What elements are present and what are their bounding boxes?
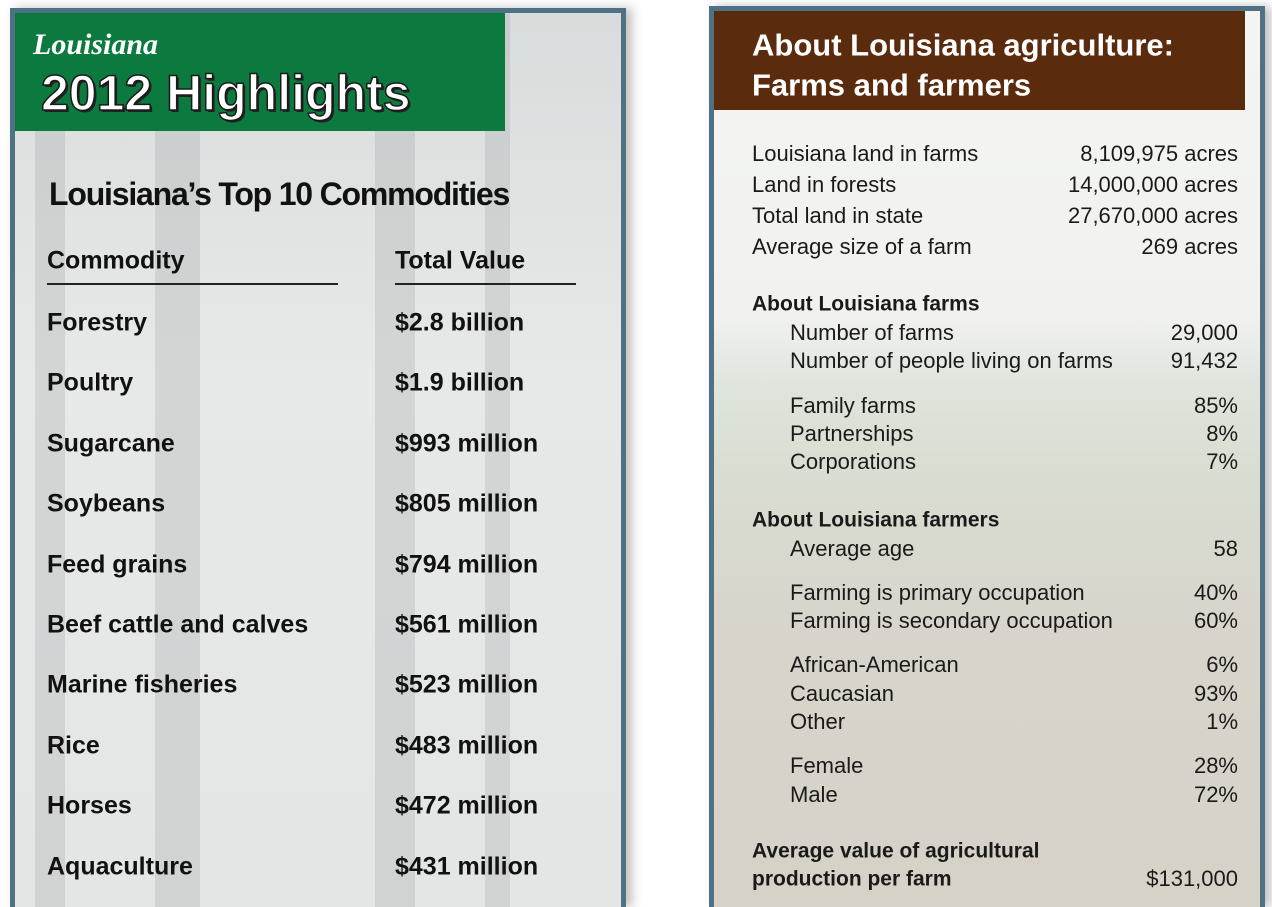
stat-label: Family farms [790,395,916,417]
stat-label: African-American [790,654,959,676]
commodity-value: $2.8 billion [395,311,524,336]
average-value: $131,000 [1146,868,1238,890]
header-script: Louisiana [33,28,158,62]
commodity-name: Rice [47,733,100,758]
stat-label: Louisiana land in farms [752,143,978,165]
background-tree [35,13,65,907]
stat-value: 72% [1194,784,1238,806]
stat-label: Total land in state [752,205,923,227]
column-header: Total Value [395,249,525,274]
stat-value: 28% [1194,755,1238,777]
commodity-value: $483 million [395,733,538,758]
stat-value: 40% [1194,582,1238,604]
stat-value: 8,109,975 acres [1080,143,1238,165]
commodity-name: Horses [47,794,132,819]
column-rule [47,283,338,285]
average-label: Average value of agricultural [752,841,1040,862]
table-title: Louisiana’s Top 10 Commodities [49,178,509,210]
stat-value: 14,000,000 acres [1068,174,1238,196]
stat-label: Number of farms [790,322,954,344]
stat-value: 29,000 [1171,322,1238,344]
stat-value: 93% [1194,683,1238,705]
stat-value: 58 [1214,538,1238,560]
stat-label: Caucasian [790,683,894,705]
stat-label: Female [790,755,863,777]
farms-panel: About Louisiana agriculture: Farms and fa… [709,6,1265,907]
stat-label: Average size of a farm [752,236,972,258]
column-rule [395,283,576,285]
section-heading: About Louisiana farms [752,294,980,315]
commodity-value: $1.9 billion [395,371,524,396]
background-tree [155,13,200,907]
commodity-value: $794 million [395,552,538,577]
background-tree [485,13,510,907]
stat-value: 6% [1206,654,1238,676]
commodity-value: $472 million [395,794,538,819]
stat-value: 1% [1206,711,1238,733]
stat-value: 60% [1194,610,1238,632]
column-header: Commodity [47,249,185,274]
commodity-name: Beef cattle and calves [47,613,308,638]
header-title: 2012 Highlights [41,68,411,118]
panel-title: About Louisiana agriculture: [752,30,1174,61]
background-tree [375,13,415,907]
stat-value: 7% [1206,451,1238,473]
commodity-name: Feed grains [47,552,187,577]
commodity-name: Soybeans [47,492,165,517]
stat-label: Other [790,711,845,733]
commodity-value: $431 million [395,854,538,879]
stat-label: Corporations [790,451,916,473]
stat-label: Farming is secondary occupation [790,610,1113,632]
stat-value: 85% [1194,395,1238,417]
panel-title: Farms and farmers [752,70,1031,101]
stat-label: Male [790,784,838,806]
commodity-value: $523 million [395,673,538,698]
commodity-name: Poultry [47,371,133,396]
commodity-name: Marine fisheries [47,673,237,698]
stat-label: Number of people living on farms [790,350,1113,372]
commodity-name: Forestry [47,311,147,336]
stat-value: 8% [1206,423,1238,445]
commodity-value: $805 million [395,492,538,517]
section-heading: About Louisiana farmers [752,509,999,530]
page: Louisiana 2012 Highlights Louisiana’s To… [0,0,1272,907]
stat-label: Land in forests [752,174,896,196]
commodity-value: $993 million [395,431,538,456]
average-label: production per farm [752,869,952,890]
commodities-panel: Louisiana 2012 Highlights Louisiana’s To… [10,8,626,907]
commodity-value: $561 million [395,613,538,638]
stat-value: 269 acres [1141,236,1238,258]
commodity-name: Sugarcane [47,431,175,456]
stat-label: Farming is primary occupation [790,582,1085,604]
stat-value: 91,432 [1171,350,1238,372]
stat-value: 27,670,000 acres [1068,205,1238,227]
commodity-name: Aquaculture [47,854,193,879]
stat-label: Average age [790,538,914,560]
stat-label: Partnerships [790,423,914,445]
